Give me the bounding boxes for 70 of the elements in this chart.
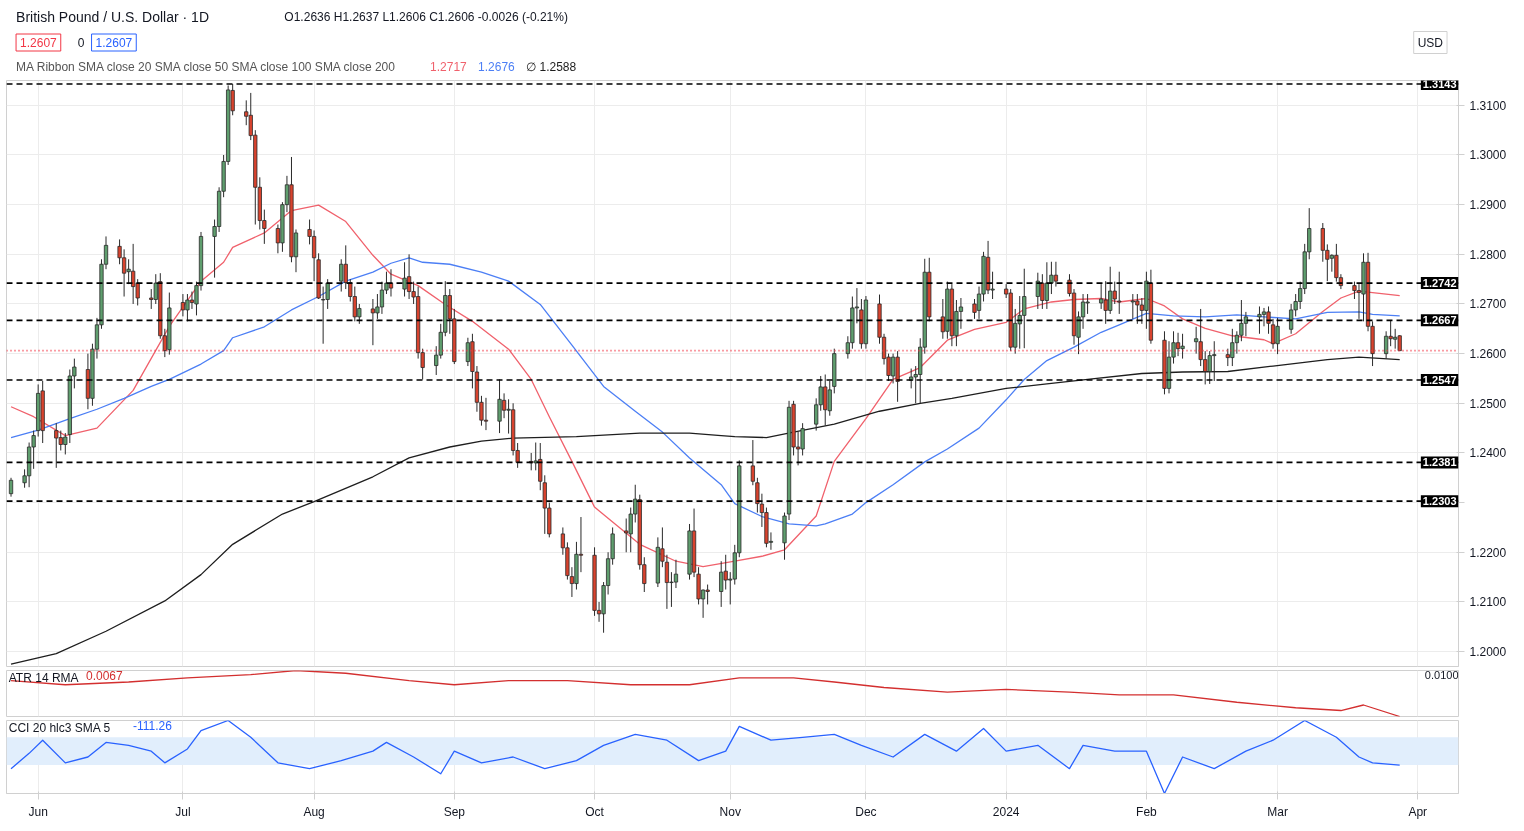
candlestick — [339, 258, 344, 293]
candlestick — [705, 584, 710, 605]
candlestick — [1053, 261, 1059, 288]
chart-subtitle: O1.2636 H1.2637 L1.2606 C1.2606 -0.0026 (-0.21%) — [284, 9, 568, 24]
annotation: -111.26 — [133, 718, 173, 733]
x-tick-label: 2024 — [992, 804, 1020, 819]
ref-line-label: 1.2303 — [1422, 495, 1457, 508]
candlestick — [1117, 271, 1122, 315]
annotation: 0.0067 — [85, 668, 123, 683]
y-tick-label: 1.2000 — [1469, 645, 1507, 660]
candlestick — [1085, 293, 1090, 315]
x-tick-label: Jul — [175, 804, 191, 819]
x-tick-label: Dec — [855, 804, 877, 819]
ref-line-label: 1.3143 — [1422, 77, 1457, 90]
x-tick-label: Nov — [719, 804, 741, 819]
text: 1.2717 — [430, 60, 468, 74]
x-tick-label: Sep — [443, 804, 466, 819]
candlestick — [1289, 303, 1294, 335]
y-tick-label: 1.2600 — [1469, 347, 1507, 362]
candlestick — [379, 281, 385, 315]
y-tick-label: 1.3100 — [1469, 98, 1507, 113]
x-tick-label: Mar — [1267, 804, 1288, 819]
candlestick — [890, 353, 896, 384]
y-tick-label: 1.2900 — [1469, 198, 1507, 213]
chart-title: CCI 20 hlc3 SMA 5 — [8, 720, 111, 735]
candlestick — [1275, 317, 1280, 355]
text: 1.2607 — [20, 36, 58, 50]
candlestick — [1175, 332, 1181, 357]
candlestick — [402, 261, 407, 298]
candlestick — [1243, 311, 1248, 337]
candlestick — [497, 378, 502, 434]
candlestick — [501, 392, 507, 419]
y-tick-label: 1.2100 — [1469, 595, 1507, 610]
text: 1.2676 — [478, 60, 516, 74]
x-tick-label: Aug — [303, 804, 325, 819]
candlestick — [185, 293, 190, 322]
candlestick — [343, 244, 348, 290]
ref-line-label: 1.2547 — [1422, 373, 1457, 386]
line-series — [10, 257, 1401, 527]
y-tick-label: 1.2800 — [1469, 247, 1507, 262]
candlestick — [1099, 283, 1104, 310]
candlestick — [8, 477, 14, 498]
text: 0 — [77, 36, 85, 50]
candlestick — [1261, 307, 1267, 327]
text: 1.2607 — [95, 36, 133, 50]
chart-title: ATR 14 RMA — [8, 670, 79, 685]
ref-line-label: 1.2742 — [1422, 277, 1457, 290]
y-tick-label: 1.3000 — [1469, 148, 1507, 163]
candlestick — [180, 293, 186, 317]
x-tick-label: Apr — [1408, 804, 1428, 819]
text: ∅ 1.2588 — [526, 59, 577, 74]
annotation: 0.0100 — [1424, 668, 1459, 681]
x-tick-label: Oct — [585, 804, 605, 819]
x-tick-label: Jun — [28, 804, 48, 819]
chart-title: British Pound / U.S. Dollar · 1D — [16, 8, 210, 25]
y-tick-label: 1.2200 — [1469, 545, 1507, 560]
y-tick-label: 1.2500 — [1469, 396, 1507, 411]
y-tick-label: 1.2700 — [1469, 297, 1507, 312]
y-tick-label: 1.2400 — [1469, 446, 1507, 461]
text: MA Ribbon SMA close 20 SMA close 50 SMA close 100 SMA close 200 — [16, 59, 396, 74]
line-series — [10, 204, 1401, 568]
candlestick — [54, 422, 59, 469]
candlestick — [673, 559, 679, 589]
ref-line-label: 1.2381 — [1422, 456, 1457, 469]
candlestick — [483, 397, 489, 431]
x-tick-label: Feb — [1136, 804, 1158, 819]
text: USD — [1417, 35, 1444, 50]
candlestick — [1257, 305, 1262, 335]
candlestick — [1180, 333, 1185, 360]
ref-line-label: 1.2667 — [1422, 314, 1457, 327]
